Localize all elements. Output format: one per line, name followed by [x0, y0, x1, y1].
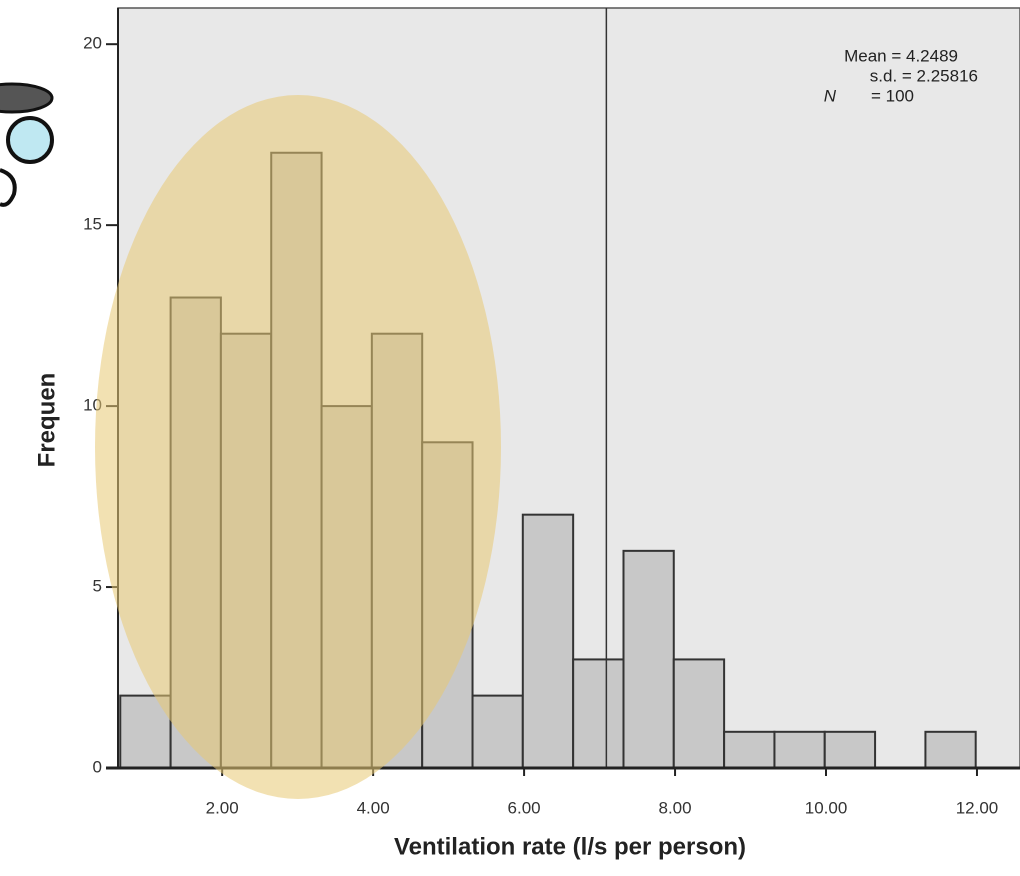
x-axis-label: Ventilation rate (l/s per person): [394, 833, 746, 860]
bar: [622, 549, 675, 769]
bar: [521, 513, 575, 770]
x-tick-label: 2.00: [206, 798, 239, 817]
stat-mean: Mean = 4.2489: [844, 46, 958, 65]
y-tick-label: 0: [93, 757, 102, 776]
bar: [773, 730, 826, 769]
stat-n-symbol: N: [824, 86, 837, 105]
bar: [924, 730, 977, 769]
bar: [471, 694, 524, 769]
y-tick-label: 20: [83, 34, 102, 53]
bar: [723, 730, 776, 769]
stat-sd: s.d. = 2.25816: [870, 66, 978, 85]
x-tick-label: 6.00: [508, 798, 541, 817]
x-tick-label: 10.00: [805, 798, 848, 817]
x-tick-label: 4.00: [357, 798, 390, 817]
bar: [672, 658, 726, 770]
magnifier-icon: [0, 82, 54, 207]
bar: [823, 730, 877, 769]
stat-n: = 100: [871, 86, 914, 105]
y-tick-label: 5: [93, 577, 102, 596]
x-tick-label: 12.00: [956, 798, 999, 817]
y-tick-label: 15: [83, 215, 102, 234]
y-axis-label: Frequen: [33, 373, 60, 468]
bar: [572, 658, 625, 770]
x-tick-label: 8.00: [659, 798, 692, 817]
highlight-ellipse: [95, 95, 501, 799]
